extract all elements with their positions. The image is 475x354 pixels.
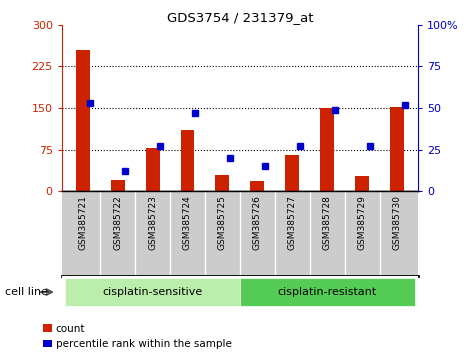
Text: cisplatin-sensitive: cisplatin-sensitive: [103, 287, 203, 297]
Bar: [216, 175, 229, 191]
Title: GDS3754 / 231379_at: GDS3754 / 231379_at: [167, 11, 313, 24]
Bar: [285, 155, 299, 191]
Bar: [145, 148, 160, 191]
Text: GSM385721: GSM385721: [78, 195, 87, 250]
Text: GSM385727: GSM385727: [288, 195, 297, 250]
Text: cell line: cell line: [5, 287, 48, 297]
Bar: [355, 176, 369, 191]
Text: GSM385725: GSM385725: [218, 195, 227, 250]
Bar: [240, 278, 415, 306]
Bar: [111, 180, 124, 191]
Bar: [76, 50, 90, 191]
Text: GSM385730: GSM385730: [392, 195, 401, 250]
Text: GSM385723: GSM385723: [148, 195, 157, 250]
Bar: [250, 181, 264, 191]
Bar: [320, 108, 334, 191]
Legend: count, percentile rank within the sample: count, percentile rank within the sample: [43, 324, 232, 349]
Text: GSM385724: GSM385724: [183, 195, 192, 250]
Bar: [180, 130, 194, 191]
Bar: [65, 278, 240, 306]
Bar: [390, 107, 404, 191]
Text: GSM385722: GSM385722: [113, 195, 122, 250]
Text: GSM385728: GSM385728: [323, 195, 332, 250]
Text: cisplatin-resistant: cisplatin-resistant: [277, 287, 377, 297]
Text: GSM385726: GSM385726: [253, 195, 262, 250]
Text: GSM385729: GSM385729: [358, 195, 367, 250]
